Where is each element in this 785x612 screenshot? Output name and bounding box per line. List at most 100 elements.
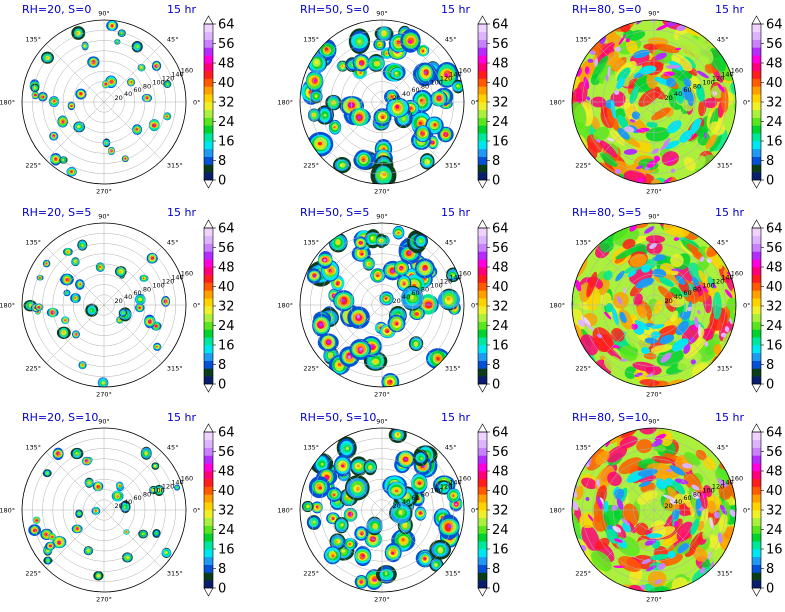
contour-level xyxy=(119,319,121,321)
contour-field xyxy=(23,239,171,387)
contour-cell xyxy=(387,314,406,333)
radial-tick-label: 160 xyxy=(731,67,743,75)
contour-cell xyxy=(354,526,369,541)
contour-cell xyxy=(97,377,109,387)
angular-gridline xyxy=(103,246,163,306)
angular-tick-label: 225° xyxy=(303,161,319,169)
colorbar-segment xyxy=(204,517,213,526)
colorbar-segment xyxy=(204,141,213,150)
colorbar-segment xyxy=(752,109,761,118)
contour-level xyxy=(332,494,336,497)
contour-patch xyxy=(591,55,609,79)
colorbar-segment xyxy=(478,63,487,72)
contour-patch xyxy=(667,550,676,559)
panel-7: 20 40 60 80 1001201401600°45°90°135°180°225°… xyxy=(0,411,235,604)
contour-cell xyxy=(309,89,323,104)
angular-tick-label: 0° xyxy=(193,302,200,310)
contour-patch xyxy=(603,355,625,374)
panel-title: RH=20, S=10 xyxy=(22,411,98,424)
contour-level xyxy=(146,97,149,100)
colorbar-segment xyxy=(478,86,487,95)
angular-gridline xyxy=(103,43,163,103)
contour-level xyxy=(34,86,36,89)
panel-title: RH=50, S=5 xyxy=(300,206,369,219)
contour-patch xyxy=(614,168,621,174)
contour-level xyxy=(130,81,133,83)
colorbar-tick-label: 56 xyxy=(492,37,509,52)
contour-level xyxy=(156,346,158,348)
colorbar-segment xyxy=(752,78,761,87)
contour-level xyxy=(152,489,154,491)
colorbar-tick-label: 32 xyxy=(218,300,235,315)
angular-gridline xyxy=(381,509,441,569)
contour-level xyxy=(70,171,73,173)
contour-patch xyxy=(645,127,670,142)
radial-tick-label: 60 xyxy=(411,494,419,502)
contour-cell xyxy=(301,500,314,513)
contour-cell xyxy=(87,56,100,68)
contour-level xyxy=(49,545,52,547)
colorbar-segment xyxy=(752,102,761,111)
colorbar-tick-label: 32 xyxy=(766,96,783,111)
angular-tick-label: 225° xyxy=(25,569,41,577)
contour-patch xyxy=(599,238,614,253)
contour-patch xyxy=(675,47,682,51)
contour-cell xyxy=(367,54,385,72)
colorbar-segment xyxy=(752,360,761,369)
colorbar-segment xyxy=(204,148,213,157)
contour-cell xyxy=(375,233,387,249)
polar-axes-frame xyxy=(21,222,187,388)
contour-patch xyxy=(634,320,650,331)
contour-cell xyxy=(384,542,402,563)
colorbar-tick-label: 56 xyxy=(492,445,509,460)
contour-patch xyxy=(581,477,598,490)
contour-patch xyxy=(618,34,626,46)
colorbar-tick-label: 32 xyxy=(492,504,509,519)
contour-level xyxy=(394,489,399,493)
colorbar-extend-min xyxy=(751,587,762,597)
contour-level xyxy=(312,520,316,524)
radial-tick-label: 60 xyxy=(133,289,141,297)
colorbar-segment xyxy=(204,494,213,503)
radial-tick-label: 160 xyxy=(731,270,743,278)
contour-cell xyxy=(333,290,355,312)
colorbar-tick-label: 32 xyxy=(218,96,235,111)
colorbar-segment xyxy=(204,463,213,472)
colorbar-segment xyxy=(204,228,213,237)
colorbar-segment xyxy=(752,63,761,72)
colorbar-segment xyxy=(752,463,761,472)
contour-level xyxy=(456,84,459,87)
contour-patch xyxy=(696,84,705,102)
contour-cell xyxy=(308,476,331,499)
contour-level xyxy=(126,557,129,559)
colorbar-tick-label: 24 xyxy=(492,319,509,334)
colorbar-segment xyxy=(478,24,487,33)
contour-patch xyxy=(689,118,702,135)
angular-tick-label: 45° xyxy=(717,444,729,452)
contour-patch xyxy=(615,46,622,52)
angular-tick-label: 135° xyxy=(575,239,591,247)
colorbar-segment xyxy=(752,259,761,268)
angular-tick-label: 180° xyxy=(549,99,565,107)
colorbar-segment xyxy=(478,94,487,103)
contour-level xyxy=(424,71,428,75)
contour-patch xyxy=(616,295,622,305)
contour-cell xyxy=(85,303,99,317)
colorbar-tick-label: 64 xyxy=(492,18,509,33)
contour-patch xyxy=(611,344,620,349)
contour-level xyxy=(391,269,395,274)
contour-cell xyxy=(333,157,352,174)
contour-level xyxy=(328,269,332,273)
contour-level xyxy=(317,141,323,146)
contour-level xyxy=(320,462,324,466)
contour-level xyxy=(370,236,374,240)
radial-tick-label: 160 xyxy=(731,475,743,483)
angular-tick-label: 180° xyxy=(277,99,293,107)
contour-patch xyxy=(586,96,591,101)
colorbar-tick-label: 8 xyxy=(766,154,774,169)
colorbar-extend-max xyxy=(203,219,214,229)
contour-patch xyxy=(726,51,736,58)
contour-patch xyxy=(614,89,620,95)
contour-patch xyxy=(629,253,647,268)
contour-patch xyxy=(701,328,714,341)
